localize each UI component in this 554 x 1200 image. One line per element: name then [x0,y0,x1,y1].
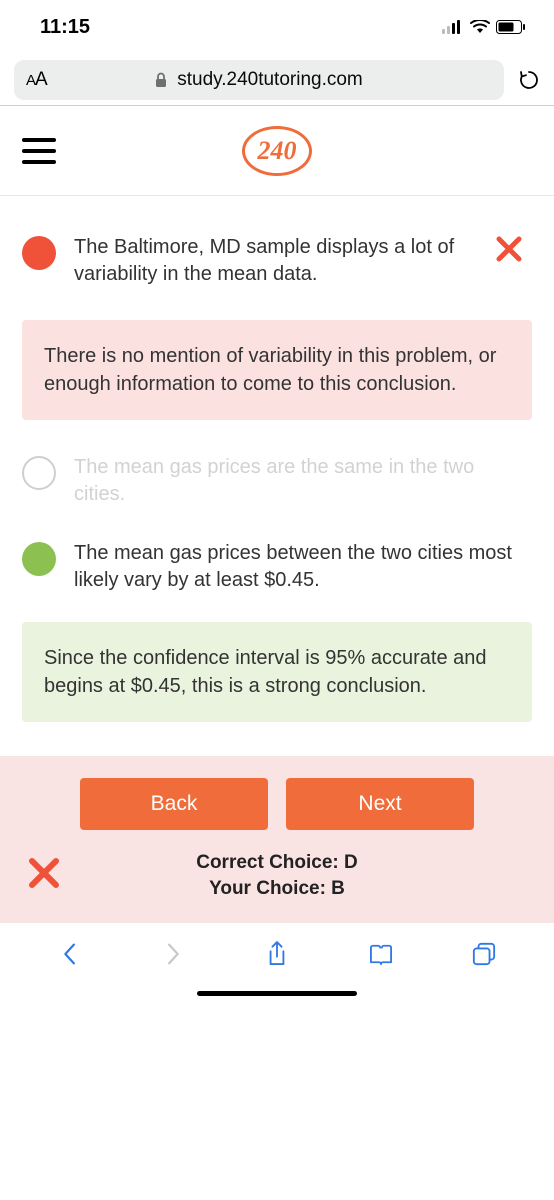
next-button[interactable]: Next [286,778,474,830]
wifi-icon [470,20,490,34]
signal-icon [442,20,464,34]
url-text: study.240tutoring.com [177,69,363,91]
nav-buttons: Back Next [20,778,534,850]
bookmarks-icon[interactable] [368,941,394,967]
result-footer: Back Next Correct Choice: D Your Choice:… [0,756,554,923]
answer-choice-correct[interactable]: The mean gas prices between the two citi… [22,540,532,594]
site-header: 240 [0,106,554,196]
url-pill[interactable]: AA study.240tutoring.com [14,60,504,100]
explanation-correct: Since the confidence interval is 95% acc… [22,622,532,722]
tabs-icon[interactable] [471,941,497,967]
hamburger-icon[interactable] [22,138,56,164]
result-row: Correct Choice: D Your Choice: B [20,850,534,901]
bullet-red-icon [22,236,56,270]
quiz-content: The Baltimore, MD sample displays a lot … [0,196,554,722]
back-button[interactable]: Back [80,778,268,830]
explanation-wrong: There is no mention of variability in th… [22,320,532,420]
status-indicators [442,20,526,34]
answer-choice-unselected[interactable]: The mean gas prices are the same in the … [22,454,532,508]
bullet-hollow-icon [22,456,56,490]
nav-forward-icon[interactable] [160,941,186,967]
answer-text: The mean gas prices between the two citi… [74,540,524,594]
result-x-icon [26,855,62,896]
home-indicator [0,985,554,1006]
your-choice-label: Your Choice: B [196,876,358,902]
nav-back-icon[interactable] [57,941,83,967]
battery-icon [496,20,526,34]
result-text: Correct Choice: D Your Choice: B [196,850,358,901]
safari-toolbar [0,923,554,985]
text-size-button[interactable]: AA [26,69,47,91]
share-icon[interactable] [264,941,290,967]
bullet-green-icon [22,542,56,576]
ios-status-bar: 11:15 [0,0,554,54]
answer-choice-wrong[interactable]: The Baltimore, MD sample displays a lot … [22,234,532,288]
answer-text: The Baltimore, MD sample displays a lot … [74,234,476,288]
answer-text: The mean gas prices are the same in the … [74,454,524,508]
status-time: 11:15 [40,16,90,39]
reload-icon[interactable] [518,69,540,91]
safari-url-bar: AA study.240tutoring.com [0,54,554,106]
lock-icon [155,72,167,88]
correct-choice-label: Correct Choice: D [196,850,358,876]
logo-240[interactable]: 240 [242,126,312,176]
wrong-x-icon [494,234,524,269]
